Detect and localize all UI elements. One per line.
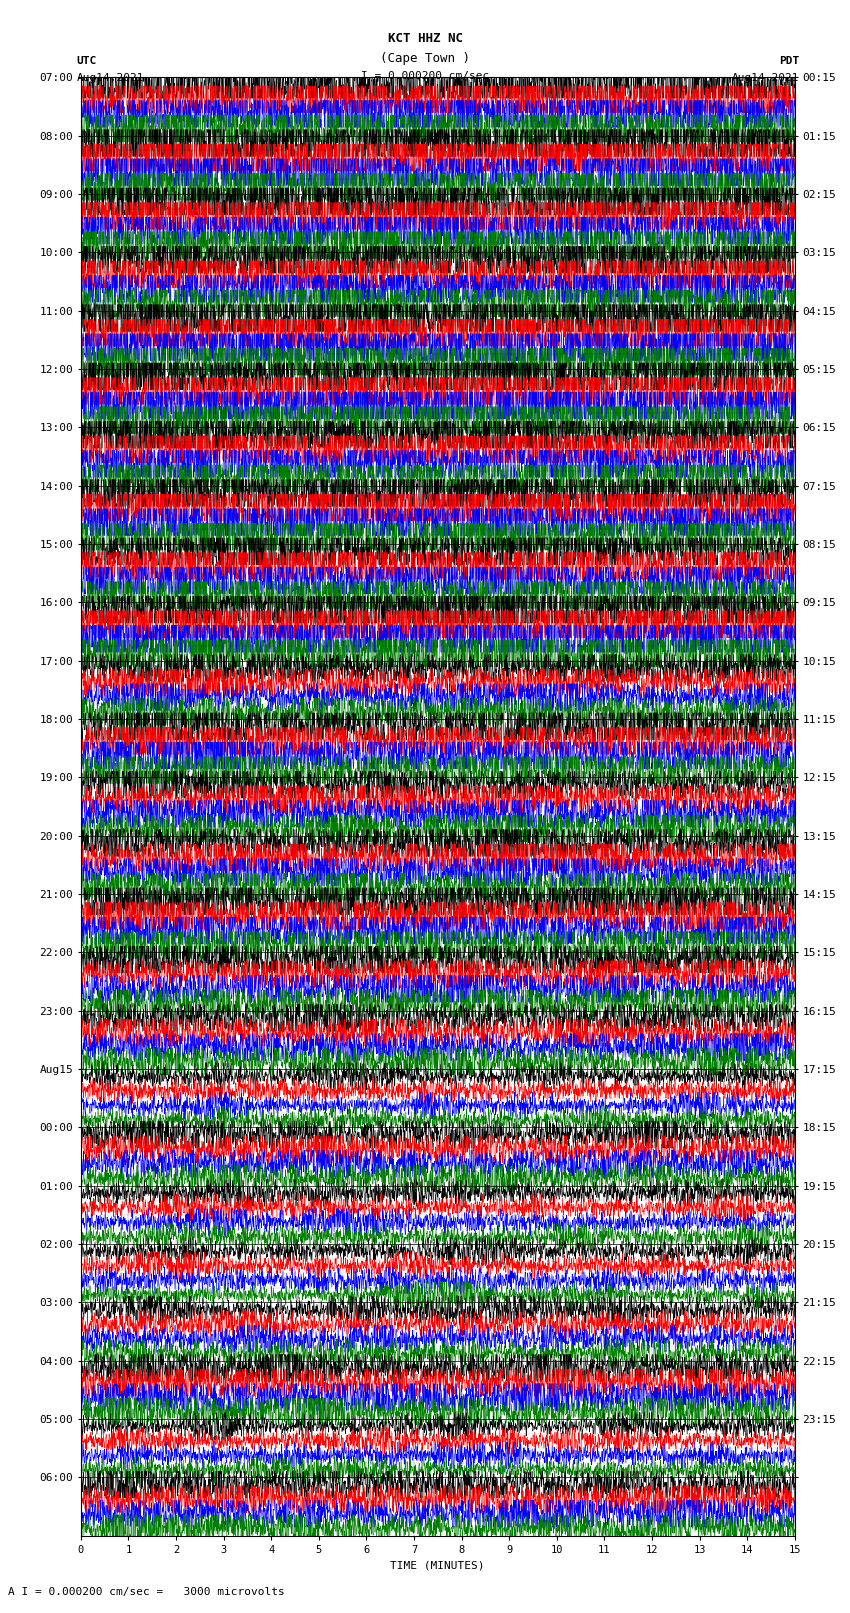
Text: Aug14,2021: Aug14,2021	[732, 73, 799, 82]
Text: (Cape Town ): (Cape Town )	[380, 52, 470, 65]
Text: UTC: UTC	[76, 56, 97, 66]
Text: A I = 0.000200 cm/sec =   3000 microvolts: A I = 0.000200 cm/sec = 3000 microvolts	[8, 1587, 286, 1597]
Text: KCT HHZ NC: KCT HHZ NC	[388, 32, 462, 45]
X-axis label: TIME (MINUTES): TIME (MINUTES)	[390, 1560, 485, 1569]
Text: I = 0.000200 cm/sec: I = 0.000200 cm/sec	[361, 71, 489, 81]
Text: PDT: PDT	[779, 56, 799, 66]
Text: Aug14,2021: Aug14,2021	[76, 73, 144, 82]
